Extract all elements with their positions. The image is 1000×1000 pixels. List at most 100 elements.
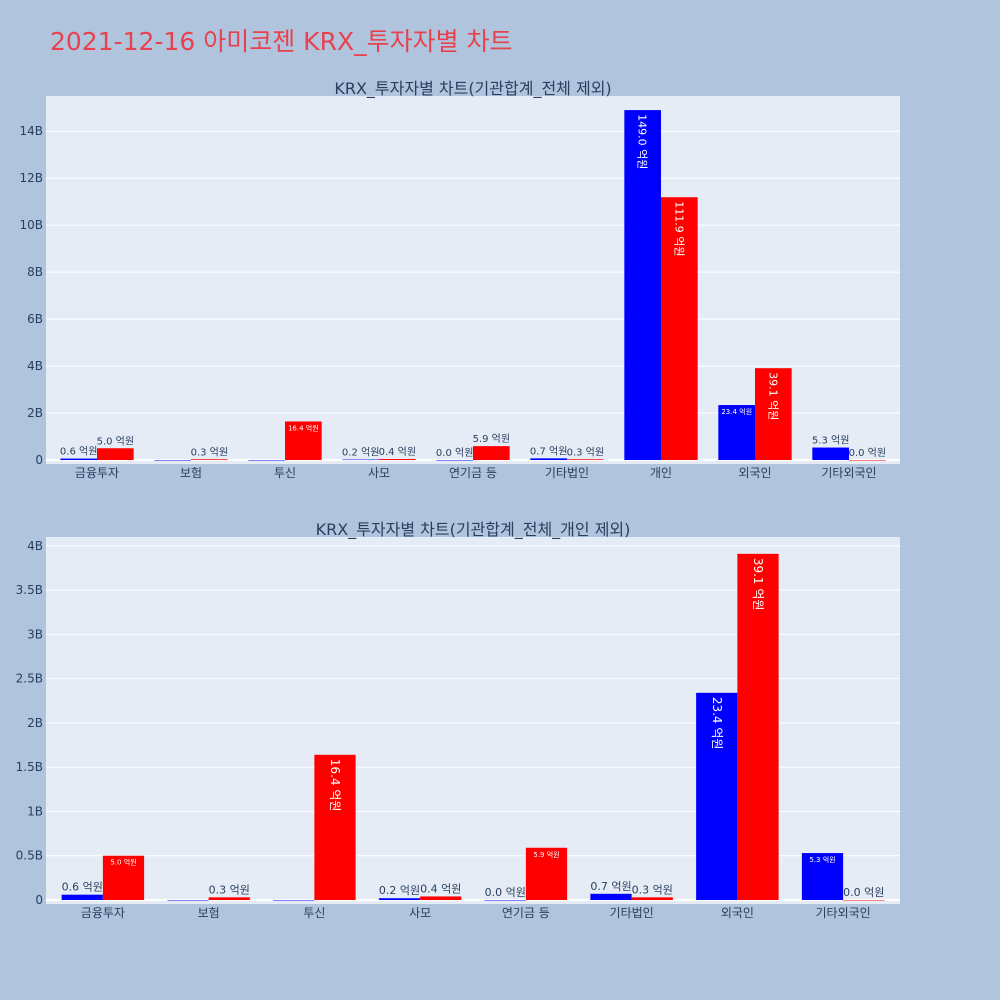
data-label: 39.1 억원 bbox=[751, 558, 765, 611]
x-tick-label: 개인 bbox=[650, 466, 672, 480]
x-tick-label: 연기금 등 bbox=[502, 906, 550, 920]
bar bbox=[191, 459, 228, 460]
x-tick-label: 기타외국인 bbox=[816, 906, 871, 920]
bar bbox=[590, 893, 632, 900]
bar bbox=[314, 754, 356, 900]
x-tick-label: 금융투자 bbox=[81, 906, 125, 920]
bar bbox=[379, 459, 416, 460]
y-tick-label: 2B bbox=[27, 716, 43, 730]
bar bbox=[473, 446, 510, 460]
y-tick-label: 10B bbox=[19, 218, 43, 232]
y-tick-label: 4B bbox=[27, 359, 43, 373]
y-tick-label: 0.5B bbox=[16, 849, 43, 863]
bar bbox=[60, 458, 97, 460]
chart-2: 0 0.5B 1B 1.5B 2B 2.5B 3B 3.5B 4B KRX_투자자별 차트(기관합… bbox=[16, 520, 900, 920]
bar bbox=[849, 460, 886, 461]
x-tick-label: 보험 bbox=[180, 466, 202, 480]
x-tick-label: 투신 bbox=[303, 906, 325, 920]
y-tick-label: 0 bbox=[35, 453, 43, 467]
bar bbox=[248, 460, 285, 461]
chart-title: KRX_투자자별 차트(기관합계_전체_개인 제외) bbox=[316, 520, 631, 540]
data-label: 5.0 억원 bbox=[97, 435, 134, 447]
y-tick-label: 14B bbox=[19, 124, 43, 138]
y-tick-label: 8B bbox=[27, 265, 43, 279]
bar bbox=[97, 448, 134, 460]
bar bbox=[61, 894, 103, 900]
bar bbox=[102, 855, 145, 900]
bar bbox=[525, 847, 568, 900]
y-tick-label: 4B bbox=[27, 539, 43, 553]
y-tick-label: 3.5B bbox=[16, 583, 43, 597]
data-label: 0.3 억원 bbox=[632, 883, 673, 896]
data-label: 0.0 억원 bbox=[436, 447, 473, 459]
data-label: 5.3 억원 bbox=[812, 435, 849, 447]
bar bbox=[755, 368, 792, 460]
bar bbox=[624, 110, 661, 460]
data-label: 0.6 억원 bbox=[60, 446, 97, 458]
bar bbox=[567, 459, 604, 460]
x-tick-label: 기타외국인 bbox=[821, 466, 876, 480]
x-tick-label: 외국인 bbox=[738, 466, 771, 480]
data-label: 0.4 억원 bbox=[379, 446, 416, 458]
x-tick-label: 사모 bbox=[368, 466, 390, 480]
data-label: 0.3 억원 bbox=[191, 446, 228, 458]
data-label: 0.3 억원 bbox=[209, 883, 250, 896]
y-tick-label: 1B bbox=[27, 804, 43, 818]
data-label: 5.3 억원 bbox=[809, 855, 835, 864]
bar bbox=[696, 692, 738, 900]
bar bbox=[737, 553, 779, 900]
bar bbox=[661, 197, 698, 460]
data-label: 23.4 억원 bbox=[721, 407, 752, 416]
bar bbox=[208, 897, 250, 900]
chart-title: KRX_투자자별 차트(기관합계_전체 제외) bbox=[334, 79, 611, 99]
bar bbox=[273, 900, 315, 901]
x-tick-label: 보험 bbox=[198, 906, 220, 920]
bar bbox=[285, 421, 322, 460]
x-tick-label: 기타법인 bbox=[610, 906, 654, 920]
data-label: 0.4 억원 bbox=[420, 882, 461, 895]
data-label: 16.4 억원 bbox=[288, 423, 319, 432]
x-tick-label: 사모 bbox=[409, 906, 431, 920]
y-tick-label: 1.5B bbox=[16, 760, 43, 774]
bar bbox=[530, 458, 567, 460]
data-label: 0.7 억원 bbox=[530, 445, 567, 457]
bar bbox=[436, 460, 473, 461]
page-title: 2021-12-16 아미코젠 KRX_투자자별 차트 bbox=[50, 27, 513, 56]
y-tick-label: 2.5B bbox=[16, 672, 43, 686]
bar bbox=[420, 896, 462, 900]
bar bbox=[342, 459, 379, 461]
y-tick-label: 6B bbox=[27, 312, 43, 326]
data-label: 5.0 억원 bbox=[110, 858, 136, 867]
y-tick-label: 0 bbox=[35, 893, 43, 907]
data-label: 39.1 억원 bbox=[766, 372, 779, 420]
bar bbox=[812, 447, 849, 460]
data-label: 5.9 억원 bbox=[473, 433, 510, 445]
y-tick-label: 3B bbox=[27, 627, 43, 641]
data-label: 23.4 억원 bbox=[710, 697, 724, 750]
data-label: 0.7 억원 bbox=[590, 880, 631, 893]
data-label: 149.0 억원 bbox=[636, 114, 649, 169]
y-tick-label: 12B bbox=[19, 171, 43, 185]
data-label: 0.0 억원 bbox=[849, 447, 886, 459]
bar bbox=[167, 900, 209, 901]
x-tick-label: 투신 bbox=[274, 466, 296, 480]
bar bbox=[484, 900, 526, 901]
bar bbox=[843, 900, 885, 901]
x-tick-label: 연기금 등 bbox=[449, 466, 497, 480]
chart-1: 0 2B 4B 6B 8B 10B 12B 14B KRX_투자자별 차트(기관합계_전체 제외… bbox=[19, 79, 900, 480]
data-label: 0.0 억원 bbox=[843, 886, 884, 899]
data-label: 111.9 억원 bbox=[672, 201, 685, 256]
bar bbox=[718, 405, 755, 460]
data-label: 0.2 억원 bbox=[379, 884, 420, 897]
bar bbox=[378, 898, 421, 900]
data-label: 0.6 억원 bbox=[62, 881, 103, 894]
data-label: 5.9 억원 bbox=[533, 850, 559, 859]
data-label: 16.4 억원 bbox=[328, 759, 342, 812]
data-label: 0.0 억원 bbox=[485, 886, 526, 899]
x-tick-label: 기타법인 bbox=[545, 466, 589, 480]
x-tick-label: 금융투자 bbox=[75, 466, 119, 480]
bar bbox=[154, 460, 191, 461]
x-tick-label: 외국인 bbox=[721, 906, 754, 920]
data-label: 0.3 억원 bbox=[567, 446, 604, 458]
